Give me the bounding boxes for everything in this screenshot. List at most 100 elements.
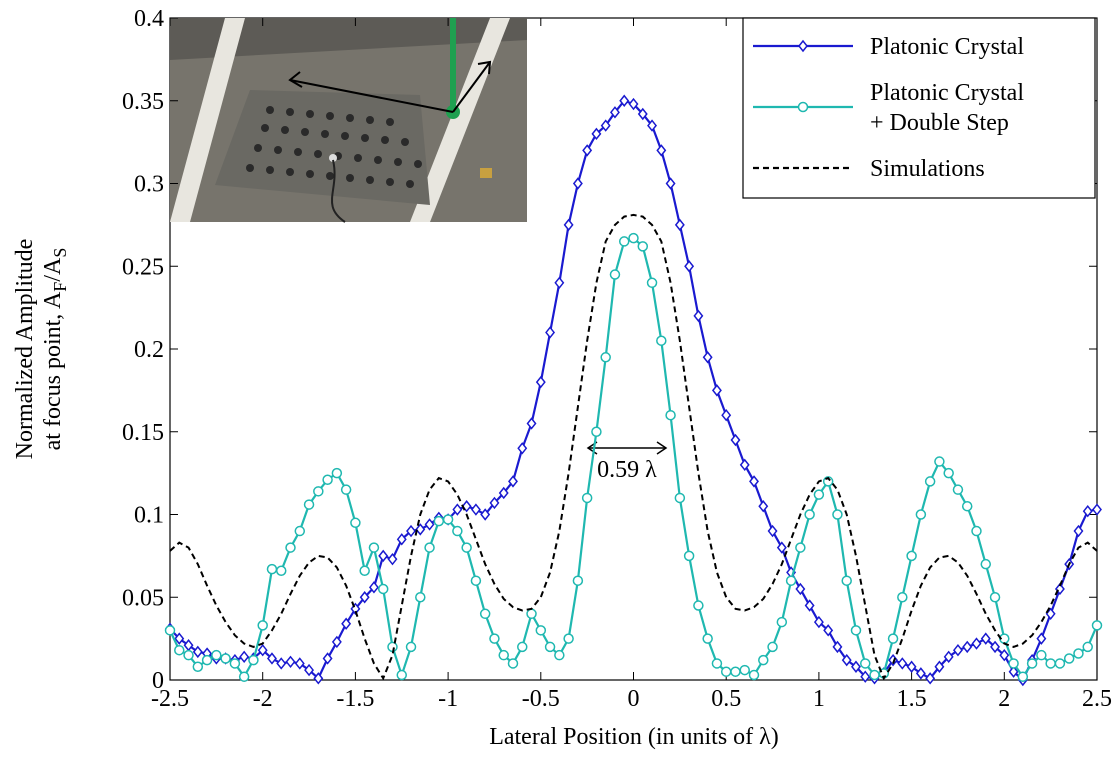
marker	[897, 592, 908, 603]
marker	[915, 509, 927, 520]
marker	[804, 509, 815, 520]
x-tick-label: 0.5	[711, 686, 741, 712]
marker	[554, 649, 565, 661]
marker	[758, 500, 769, 513]
marker	[340, 484, 352, 495]
marker	[961, 500, 973, 512]
marker	[406, 524, 416, 538]
marker	[257, 644, 268, 657]
series-line	[169, 213, 1098, 681]
marker	[285, 542, 296, 553]
marker	[813, 489, 825, 500]
marker	[990, 640, 1000, 654]
marker	[294, 525, 306, 537]
x-tick-label: 2.5	[1082, 686, 1112, 712]
y-axis-label-line: Normalized Amplitude	[12, 239, 38, 460]
y-tick-label: 0.2	[134, 337, 164, 363]
marker	[1073, 648, 1084, 659]
marker	[582, 144, 593, 157]
marker	[285, 655, 296, 668]
marker	[303, 499, 315, 510]
marker	[1082, 641, 1093, 653]
marker	[739, 664, 750, 676]
marker	[341, 617, 352, 630]
marker	[331, 635, 342, 649]
marker	[823, 624, 834, 637]
series	[165, 94, 1102, 687]
marker	[572, 575, 584, 586]
marker	[396, 669, 407, 681]
marker	[758, 654, 769, 666]
marker	[572, 177, 583, 190]
marker	[1036, 649, 1047, 661]
marker	[674, 218, 685, 232]
marker	[767, 524, 778, 538]
y-label-part: at focus point, A	[40, 291, 66, 450]
marker	[906, 550, 917, 562]
marker	[730, 666, 741, 677]
marker	[535, 625, 547, 636]
marker	[989, 592, 1001, 603]
marker	[164, 625, 176, 636]
marker	[797, 101, 809, 113]
marker	[192, 661, 204, 673]
marker	[508, 475, 518, 488]
x-tick-label: 2	[998, 686, 1010, 712]
marker	[952, 484, 964, 495]
x-tick-label: -1.5	[336, 686, 374, 712]
y-tick-label: 0.25	[122, 254, 164, 280]
marker	[832, 640, 843, 654]
y-label-sub: S	[50, 248, 70, 258]
marker	[359, 591, 370, 604]
marker	[869, 669, 880, 681]
marker	[470, 575, 482, 586]
marker	[563, 218, 574, 232]
marker	[322, 652, 333, 665]
marker	[489, 633, 500, 644]
marker	[424, 542, 435, 553]
marker	[498, 486, 509, 500]
marker	[860, 670, 871, 683]
marker	[656, 144, 667, 157]
marker	[897, 657, 908, 670]
series	[169, 213, 1098, 681]
marker	[609, 106, 620, 119]
marker	[479, 608, 491, 620]
legend-label-line: + Double Step	[870, 110, 1009, 136]
marker	[294, 657, 305, 670]
marker	[962, 640, 973, 654]
marker	[470, 503, 481, 516]
marker	[331, 467, 343, 479]
y-tick-label: 0.4	[134, 6, 164, 32]
marker	[851, 660, 861, 673]
marker	[971, 637, 982, 650]
marker	[1026, 658, 1038, 669]
legend-label: Simulations	[870, 156, 985, 182]
marker	[711, 658, 723, 669]
marker	[1008, 665, 1019, 678]
marker	[952, 644, 963, 657]
marker	[798, 39, 808, 53]
annotation: 0.59 λ	[597, 457, 657, 483]
marker	[1091, 620, 1103, 631]
marker	[526, 608, 537, 620]
marker	[600, 352, 611, 363]
marker	[517, 641, 528, 653]
marker	[609, 269, 621, 280]
marker	[702, 633, 713, 644]
marker	[192, 645, 203, 659]
marker	[646, 277, 658, 289]
x-tick-label: -2.5	[151, 686, 189, 712]
y-label-part: /A	[40, 257, 66, 282]
marker	[563, 633, 574, 644]
marker	[396, 533, 407, 546]
marker	[313, 672, 324, 685]
y-label-sub: F	[50, 282, 70, 292]
inset-photo	[170, 18, 527, 223]
marker	[1036, 632, 1047, 645]
marker	[377, 583, 389, 595]
marker	[387, 552, 398, 566]
y-tick-label: 0.15	[122, 420, 164, 446]
marker	[183, 649, 194, 661]
